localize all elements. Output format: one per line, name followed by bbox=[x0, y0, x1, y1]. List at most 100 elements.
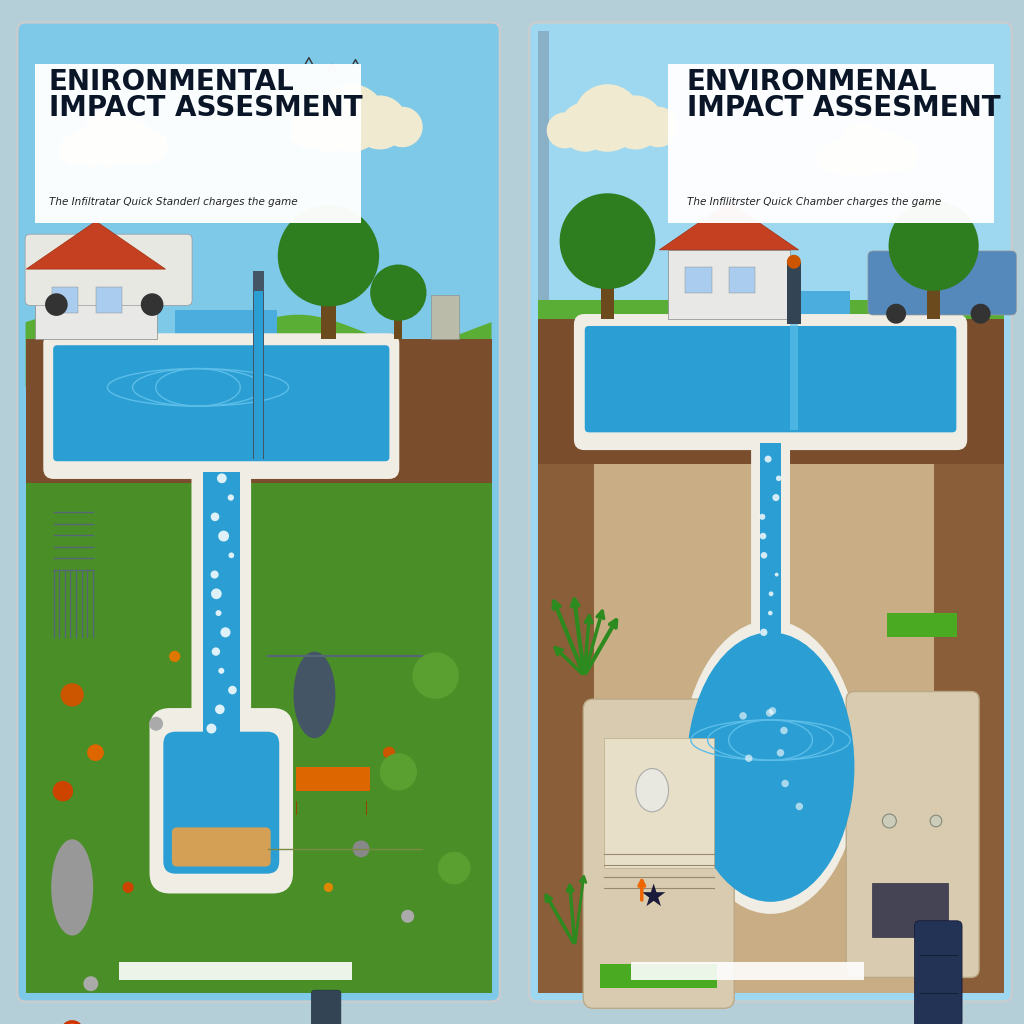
Bar bbox=[668, 250, 790, 319]
Bar bbox=[600, 267, 614, 319]
Circle shape bbox=[775, 572, 778, 577]
Ellipse shape bbox=[51, 840, 93, 936]
Circle shape bbox=[211, 512, 219, 521]
Bar bbox=[538, 464, 594, 993]
Circle shape bbox=[930, 815, 942, 826]
Bar bbox=[175, 310, 278, 362]
Circle shape bbox=[776, 475, 781, 481]
Bar bbox=[26, 483, 492, 993]
Bar bbox=[26, 31, 492, 300]
FancyBboxPatch shape bbox=[575, 316, 966, 449]
Circle shape bbox=[380, 754, 417, 791]
Bar bbox=[604, 738, 714, 868]
Circle shape bbox=[353, 95, 407, 150]
Bar bbox=[366, 801, 368, 815]
Bar bbox=[296, 801, 297, 815]
Circle shape bbox=[324, 883, 333, 892]
Circle shape bbox=[739, 712, 746, 720]
Circle shape bbox=[769, 592, 773, 596]
Circle shape bbox=[352, 841, 370, 857]
Circle shape bbox=[227, 495, 234, 501]
Bar bbox=[934, 464, 1004, 993]
FancyBboxPatch shape bbox=[17, 23, 500, 1001]
Bar bbox=[871, 883, 947, 937]
Circle shape bbox=[864, 131, 906, 173]
Circle shape bbox=[886, 304, 906, 324]
Circle shape bbox=[220, 628, 230, 637]
Circle shape bbox=[883, 814, 896, 828]
Circle shape bbox=[87, 744, 103, 761]
FancyBboxPatch shape bbox=[585, 326, 956, 432]
Circle shape bbox=[796, 803, 803, 810]
Bar bbox=[35, 269, 157, 339]
Circle shape bbox=[777, 750, 784, 757]
Circle shape bbox=[887, 140, 919, 171]
Circle shape bbox=[60, 683, 84, 707]
Bar bbox=[538, 31, 1004, 319]
Bar bbox=[35, 65, 361, 223]
Circle shape bbox=[780, 727, 787, 734]
Polygon shape bbox=[26, 314, 492, 387]
Bar bbox=[791, 325, 798, 430]
Circle shape bbox=[401, 909, 414, 923]
FancyBboxPatch shape bbox=[164, 732, 280, 873]
Bar bbox=[431, 295, 459, 339]
Circle shape bbox=[82, 112, 137, 167]
Bar bbox=[26, 339, 492, 483]
Circle shape bbox=[71, 126, 112, 167]
Bar bbox=[538, 31, 549, 993]
Bar bbox=[52, 287, 79, 312]
Circle shape bbox=[383, 746, 395, 759]
Circle shape bbox=[382, 106, 423, 147]
Circle shape bbox=[638, 106, 679, 147]
Circle shape bbox=[317, 84, 386, 152]
Circle shape bbox=[827, 136, 865, 175]
FancyBboxPatch shape bbox=[26, 234, 193, 305]
Bar bbox=[927, 270, 940, 319]
Bar bbox=[254, 291, 263, 459]
Circle shape bbox=[150, 717, 163, 731]
Bar bbox=[96, 287, 122, 312]
FancyBboxPatch shape bbox=[584, 699, 734, 1009]
Circle shape bbox=[761, 552, 767, 559]
Circle shape bbox=[169, 651, 180, 662]
Circle shape bbox=[547, 113, 583, 148]
FancyBboxPatch shape bbox=[53, 345, 389, 461]
FancyBboxPatch shape bbox=[172, 827, 270, 866]
Circle shape bbox=[608, 95, 663, 150]
FancyBboxPatch shape bbox=[914, 921, 963, 1024]
Circle shape bbox=[134, 130, 168, 163]
Circle shape bbox=[217, 473, 226, 483]
Bar bbox=[887, 613, 956, 637]
Circle shape bbox=[817, 144, 845, 172]
Bar bbox=[119, 963, 352, 980]
Circle shape bbox=[228, 553, 234, 558]
Bar bbox=[394, 308, 402, 339]
Circle shape bbox=[215, 610, 221, 616]
Circle shape bbox=[760, 532, 766, 540]
Circle shape bbox=[45, 293, 68, 315]
Text: The Infllitrster Quick Chamber charges the game: The Infllitrster Quick Chamber charges t… bbox=[687, 198, 941, 207]
Polygon shape bbox=[659, 202, 799, 250]
Circle shape bbox=[838, 123, 890, 175]
Bar bbox=[685, 267, 712, 294]
Bar bbox=[538, 319, 1004, 464]
Circle shape bbox=[438, 852, 471, 885]
Bar bbox=[296, 767, 371, 792]
Circle shape bbox=[781, 779, 788, 787]
Circle shape bbox=[745, 755, 753, 762]
Circle shape bbox=[889, 201, 979, 291]
Bar bbox=[729, 267, 755, 294]
Circle shape bbox=[207, 724, 216, 733]
FancyBboxPatch shape bbox=[753, 436, 788, 655]
FancyBboxPatch shape bbox=[868, 251, 1017, 315]
Bar bbox=[203, 472, 240, 733]
Circle shape bbox=[52, 781, 73, 802]
Circle shape bbox=[211, 570, 219, 579]
Circle shape bbox=[573, 84, 641, 152]
Circle shape bbox=[218, 530, 229, 542]
Circle shape bbox=[218, 668, 224, 674]
Circle shape bbox=[769, 708, 776, 715]
FancyBboxPatch shape bbox=[846, 691, 979, 977]
Circle shape bbox=[83, 976, 98, 991]
